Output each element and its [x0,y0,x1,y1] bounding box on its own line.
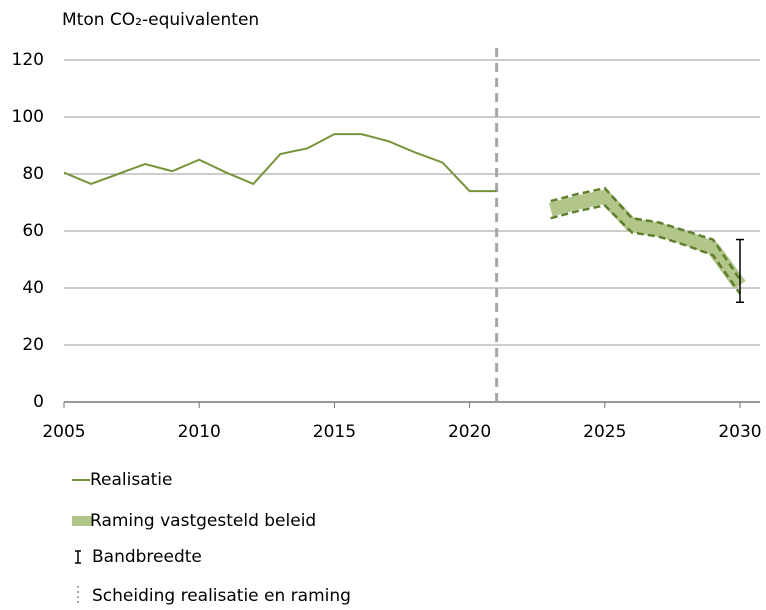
y-tick-label: 60 [22,221,44,241]
legend-swatch [72,516,92,526]
y-tick-label: 40 [22,278,44,298]
realisatie-line [63,133,497,193]
legend-label: Scheiding realisatie en raming [92,586,351,606]
legend-label: Bandbreedte [92,547,202,567]
y-tick-label: 80 [22,164,44,184]
x-tick-label: 2015 [313,422,356,442]
y-axis-label: Mton CO₂-equivalenten [62,10,259,30]
y-tick-label: 20 [22,335,44,355]
y-tick-label: 100 [12,107,44,127]
x-tick-label: 2025 [583,422,626,442]
y-tick-label: 120 [12,50,44,70]
x-tick-label: 2005 [42,422,85,442]
x-tick-label: 2010 [178,422,221,442]
x-tick-label: 2020 [448,422,491,442]
y-tick-label: 0 [33,392,44,412]
x-tick-label: 2030 [718,422,761,442]
legend-label: Realisatie [90,470,173,490]
forecast-band [548,189,746,290]
legend-label: Raming vastgesteld beleid [90,511,316,531]
